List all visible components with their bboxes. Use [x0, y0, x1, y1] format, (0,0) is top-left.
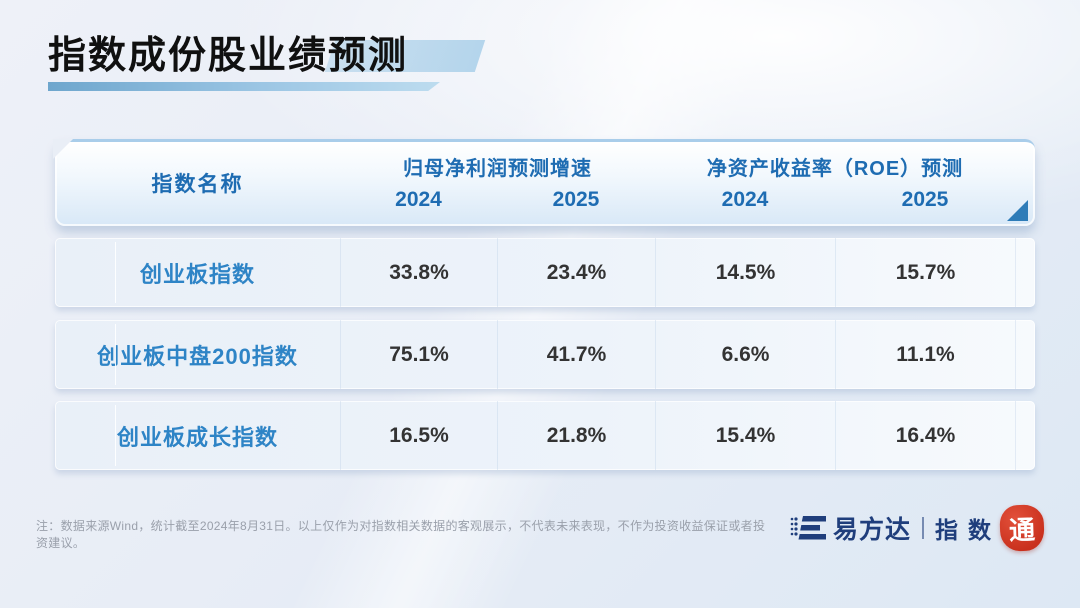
index-name: 创业板中盘200指数 — [55, 320, 340, 389]
column-header-profit-2024: 2024 — [395, 187, 442, 211]
data-source-note: 注：数据来源Wind，统计截至2024年8月31日。以上仅作为对指数相关数据的客… — [36, 519, 766, 550]
efund-e-icon — [790, 516, 826, 540]
row-spacer — [1015, 238, 1035, 307]
index-name: 创业板指数 — [55, 238, 340, 307]
roe-2024-value: 15.4% — [655, 401, 835, 470]
profit-2025-value: 41.7% — [497, 320, 655, 389]
column-group-net-profit-growth: 归母净利润预测增速 — [403, 158, 592, 180]
title-block: 指数成份股业绩预测 — [48, 24, 486, 91]
brand-name: 易方达 — [832, 516, 911, 544]
table-row: 创业板指数 33.8% 23.4% 14.5% 15.7% — [55, 238, 1035, 307]
efund-logo: 易方达 指数 通 — [790, 503, 1045, 553]
column-header-roe-2025: 2025 — [901, 187, 949, 211]
header-chamfer-decoration — [53, 139, 73, 159]
roe-2025-value: 16.4% — [835, 401, 1015, 470]
profit-2025-value: 23.4% — [497, 238, 655, 307]
row-spacer — [1015, 320, 1035, 389]
brand-seal-icon: 通 — [999, 504, 1045, 552]
profit-2024-value: 33.8% — [340, 238, 497, 307]
brand-product: 指数 — [935, 517, 1001, 543]
brand-divider — [922, 517, 924, 539]
table-row: 创业板成长指数 16.5% 21.8% 15.4% 16.4% — [55, 401, 1035, 470]
column-header-index-name: 指数名称 — [151, 173, 244, 196]
profit-2025-value: 21.8% — [497, 401, 655, 470]
roe-2025-value: 15.7% — [835, 238, 1015, 307]
profit-2024-value: 75.1% — [340, 320, 497, 389]
roe-2025-value: 11.1% — [835, 320, 1015, 389]
column-group-roe-forecast: 净资产收益率（ROE）预测 — [706, 158, 964, 180]
corner-triangle-decoration — [1007, 200, 1028, 221]
index-name: 创业板成长指数 — [55, 401, 340, 470]
column-header-profit-2025: 2025 — [552, 187, 600, 211]
title-underline — [48, 82, 440, 91]
table-header: 指数名称 归母净利润预测增速 净资产收益率（ROE）预测 2024 2025 2… — [53, 139, 1035, 226]
row-spacer — [1015, 401, 1035, 470]
page-title: 指数成份股业绩预测 — [48, 35, 409, 77]
roe-2024-value: 6.6% — [655, 320, 835, 389]
roe-2024-value: 14.5% — [655, 238, 835, 307]
profit-2024-value: 16.5% — [340, 401, 497, 470]
table-row: 创业板中盘200指数 75.1% 41.7% 6.6% 11.1% — [55, 320, 1035, 389]
column-header-roe-2024: 2024 — [721, 187, 769, 211]
